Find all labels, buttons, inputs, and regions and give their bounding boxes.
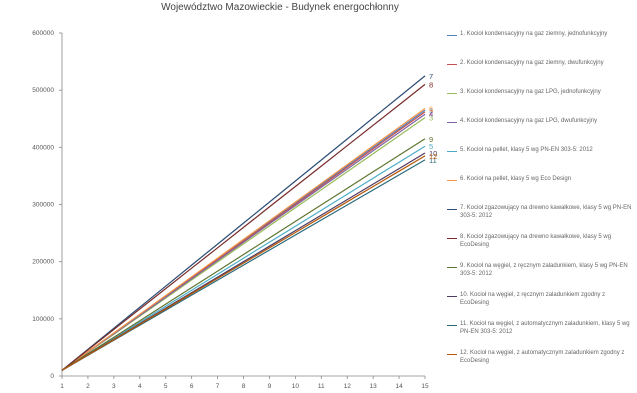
series-end-label-2: 2 [429, 108, 433, 117]
series-end-label-6: 6 [429, 104, 433, 113]
x-tick-label: 7 [216, 383, 220, 390]
legend-swatch [447, 64, 457, 65]
legend-label: 12. Kocioł na węgiel, z automatycznym za… [460, 350, 625, 364]
legend-label: 7. Kocioł zgazowujący na drewno kawałkow… [460, 205, 632, 219]
legend-label: 4. Kocioł kondensacyjny na gaz LPG, dwuf… [460, 118, 598, 124]
legend-swatch [447, 180, 457, 181]
legend-label: 5. Kocioł na pellet, klasy 5 wg PN-EN 30… [460, 147, 593, 153]
y-tick-label: 200000 [32, 259, 54, 266]
legend-item: 6. Kocioł na pellet, klasy 5 wg Eco Desi… [447, 175, 635, 201]
legend-item: 2. Kocioł kondensacyjny na gaz ziemny, d… [447, 59, 635, 85]
y-tick-label: 600000 [32, 30, 54, 37]
x-tick-label: 15 [421, 383, 429, 390]
legend-swatch [447, 35, 457, 36]
legend-item: 3. Kocioł kondensacyjny na gaz LPG, jedn… [447, 88, 635, 114]
legend-item: 10. Kocioł na węgiel, z ręcznym zaladunk… [447, 291, 635, 317]
x-tick-label: 13 [370, 383, 378, 390]
series-end-label-7: 7 [429, 72, 433, 81]
x-tick-label: 14 [395, 383, 403, 390]
series-end-label-9: 9 [429, 135, 433, 144]
legend-item: 7. Kocioł zgazowujący na drewno kawałkow… [447, 204, 635, 230]
legend-label: 8. Kocioł zgazowujący na drewno kawałkow… [460, 234, 612, 248]
legend-label: 6. Kocioł na pellet, klasy 5 wg Eco Desi… [460, 176, 572, 182]
series-line-6 [61, 108, 426, 371]
legend-label: 11. Kocioł na węgiel, z automatycznym za… [460, 321, 630, 335]
y-tick-label: 400000 [32, 144, 54, 151]
legend-swatch [447, 122, 457, 123]
legend-label: 3. Kocioł kondensacyjny na gaz LPG, jedn… [460, 89, 601, 95]
legend-swatch [447, 93, 457, 94]
series-end-label-5: 5 [429, 142, 433, 151]
series-line-7 [61, 75, 426, 371]
series-line-5 [61, 145, 426, 371]
series-line-4 [61, 113, 426, 371]
series-end-label-8: 8 [429, 80, 433, 89]
y-tick-label: 500000 [32, 87, 54, 94]
x-tick-label: 2 [86, 383, 90, 390]
x-tick-label: 10 [292, 383, 300, 390]
series-end-label-4: 4 [429, 110, 433, 119]
series-end-label-10: 10 [429, 149, 437, 158]
x-tick-label: 6 [190, 383, 194, 390]
legend-swatch [447, 325, 457, 326]
legend-swatch [447, 238, 457, 239]
y-tick-label: 0 [50, 373, 54, 380]
legend-swatch [447, 354, 457, 355]
legend-swatch [447, 151, 457, 152]
series-end-label-12: 12 [429, 152, 437, 161]
y-tick-label: 100000 [32, 316, 54, 323]
x-tick-label: 4 [138, 383, 142, 390]
legend-swatch [447, 209, 457, 210]
chart-title: Województwo Mazowieckie - Budynek energo… [161, 2, 399, 13]
legend-item: 1. Kocioł kondensacyjny na gaz ziemny, j… [447, 30, 635, 56]
series-line-12 [61, 155, 426, 371]
series-layer [61, 75, 426, 371]
x-tick-label: 1 [60, 383, 64, 390]
series-end-label-11: 11 [429, 156, 437, 165]
legend-label: 1. Kocioł kondensacyjny na gaz ziemny, j… [460, 31, 608, 37]
legend-item: 12. Kocioł na węgiel, z automatycznym za… [447, 349, 635, 375]
legend-label: 9. Kocioł na węgiel, z ręcznym zaladunki… [460, 263, 628, 277]
x-tick-label: 5 [164, 383, 168, 390]
x-tick-label: 12 [344, 383, 352, 390]
legend-label: 2. Kocioł kondensacyjny na gaz ziemny, d… [460, 60, 604, 66]
series-line-9 [61, 138, 426, 371]
legend-item: 5. Kocioł na pellet, klasy 5 wg PN-EN 30… [447, 146, 635, 172]
x-tick-label: 11 [318, 383, 325, 390]
y-tick-label: 300000 [32, 202, 54, 209]
legend-item: 11. Kocioł na węgiel, z automatycznym za… [447, 320, 635, 346]
legend-swatch [447, 296, 457, 297]
legend-label: 10. Kocioł na węgiel, z ręcznym zaladunk… [460, 292, 606, 306]
series-end-label-1: 1 [429, 106, 433, 115]
legend-item: 8. Kocioł zgazowujący na drewno kawałkow… [447, 233, 635, 259]
legend-item: 4. Kocioł kondensacyjny na gaz LPG, dwuf… [447, 117, 635, 143]
x-tick-label: 8 [242, 383, 246, 390]
series-end-label-3: 3 [429, 114, 433, 123]
legend-item: 9. Kocioł na węgiel, z ręcznym zaladunki… [447, 262, 635, 288]
legend-swatch [447, 267, 457, 268]
series-line-8 [61, 83, 426, 371]
x-tick-label: 3 [112, 383, 116, 390]
x-tick-label: 9 [268, 383, 272, 390]
